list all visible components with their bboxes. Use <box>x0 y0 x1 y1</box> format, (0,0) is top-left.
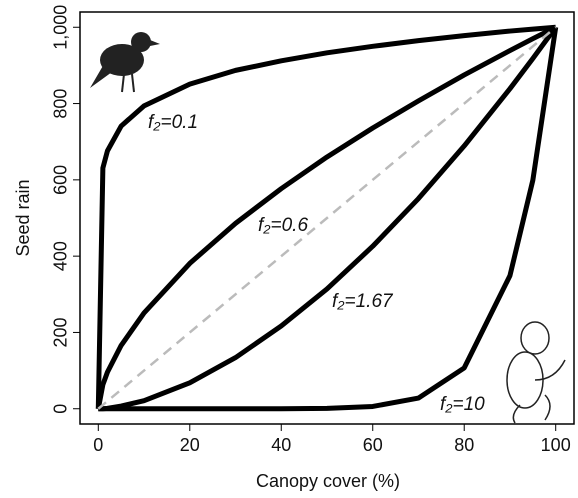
x-tick-label: 20 <box>180 435 200 455</box>
monkey-icon <box>506 321 566 424</box>
bird-icon <box>90 32 160 93</box>
y-tick-label: 1,000 <box>51 5 71 50</box>
curve-label: f₂=0.1 <box>148 112 198 133</box>
curve <box>95 24 556 409</box>
curve-label: f₂=0.6 <box>258 215 308 236</box>
y-tick-label: 800 <box>51 89 71 119</box>
x-axis-label: Canopy cover (%) <box>256 471 400 491</box>
curve <box>95 25 557 410</box>
y-tick-label: 600 <box>51 165 71 195</box>
x-tick-label: 100 <box>541 435 571 455</box>
y-axis-label: Seed rain <box>13 179 33 256</box>
x-tick-label: 40 <box>271 435 291 455</box>
curve <box>98 26 559 412</box>
x-tick-label: 60 <box>363 435 383 455</box>
curve-label: f₂=1.67 <box>332 291 394 312</box>
y-tick-label: 400 <box>51 241 71 271</box>
curve-label: f₂=10 <box>440 394 485 415</box>
y-tick-label: 200 <box>51 317 71 347</box>
x-tick-label: 0 <box>93 435 103 455</box>
reference-line <box>97 26 557 410</box>
y-tick-label: 0 <box>51 404 71 414</box>
plot-frame <box>79 11 575 425</box>
x-tick-label: 80 <box>454 435 474 455</box>
